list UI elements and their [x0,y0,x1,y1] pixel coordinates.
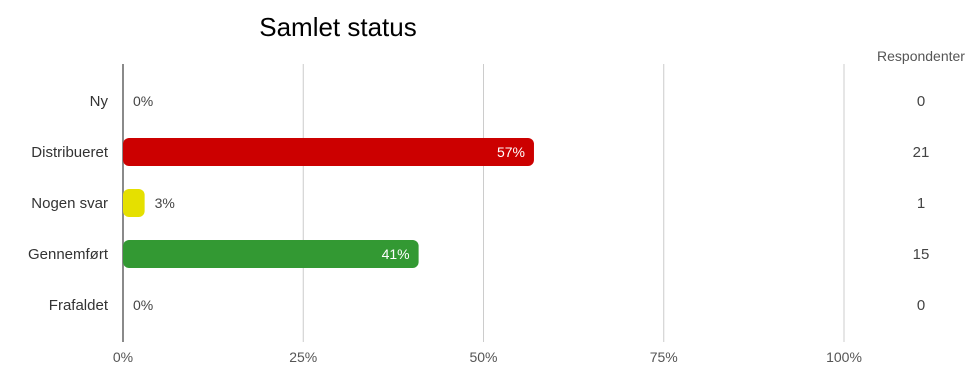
value-label: 0% [133,93,153,109]
value-label: 41% [382,246,410,262]
respondent-count: 1 [917,195,925,212]
category-label: Nogen svar [31,195,108,212]
respondent-count: 0 [917,297,925,314]
bar [123,240,419,268]
category-label: Ny [90,93,109,110]
value-label: 0% [133,297,153,313]
category-labels: Ny Distribueret Nogen svar Gennemført Frafal… [28,93,109,314]
x-tick-labels: 0% 25% 50% 75% 100% [113,349,862,365]
value-label: 57% [497,144,525,160]
bar [123,189,145,217]
value-label: 3% [155,195,175,211]
x-tick-label: 50% [469,349,497,365]
respondent-count: 15 [913,246,930,263]
bars [123,138,534,268]
respondent-count: 21 [913,144,930,161]
bar [123,138,534,166]
respondent-counts: 0 21 1 15 0 [913,93,930,314]
category-label: Frafaldet [49,297,109,314]
chart-title: Samlet status [259,12,417,42]
gridlines [122,64,845,342]
category-label: Gennemført [28,246,109,263]
x-tick-label: 75% [650,349,678,365]
x-tick-label: 25% [289,349,317,365]
x-tick-label: 100% [826,349,862,365]
value-labels: 0% 57% 3% 41% 0% [133,93,525,313]
respondent-count: 0 [917,93,925,110]
category-label: Distribueret [31,144,109,161]
x-tick-label: 0% [113,349,133,365]
respondents-header: Respondenter [877,48,965,64]
